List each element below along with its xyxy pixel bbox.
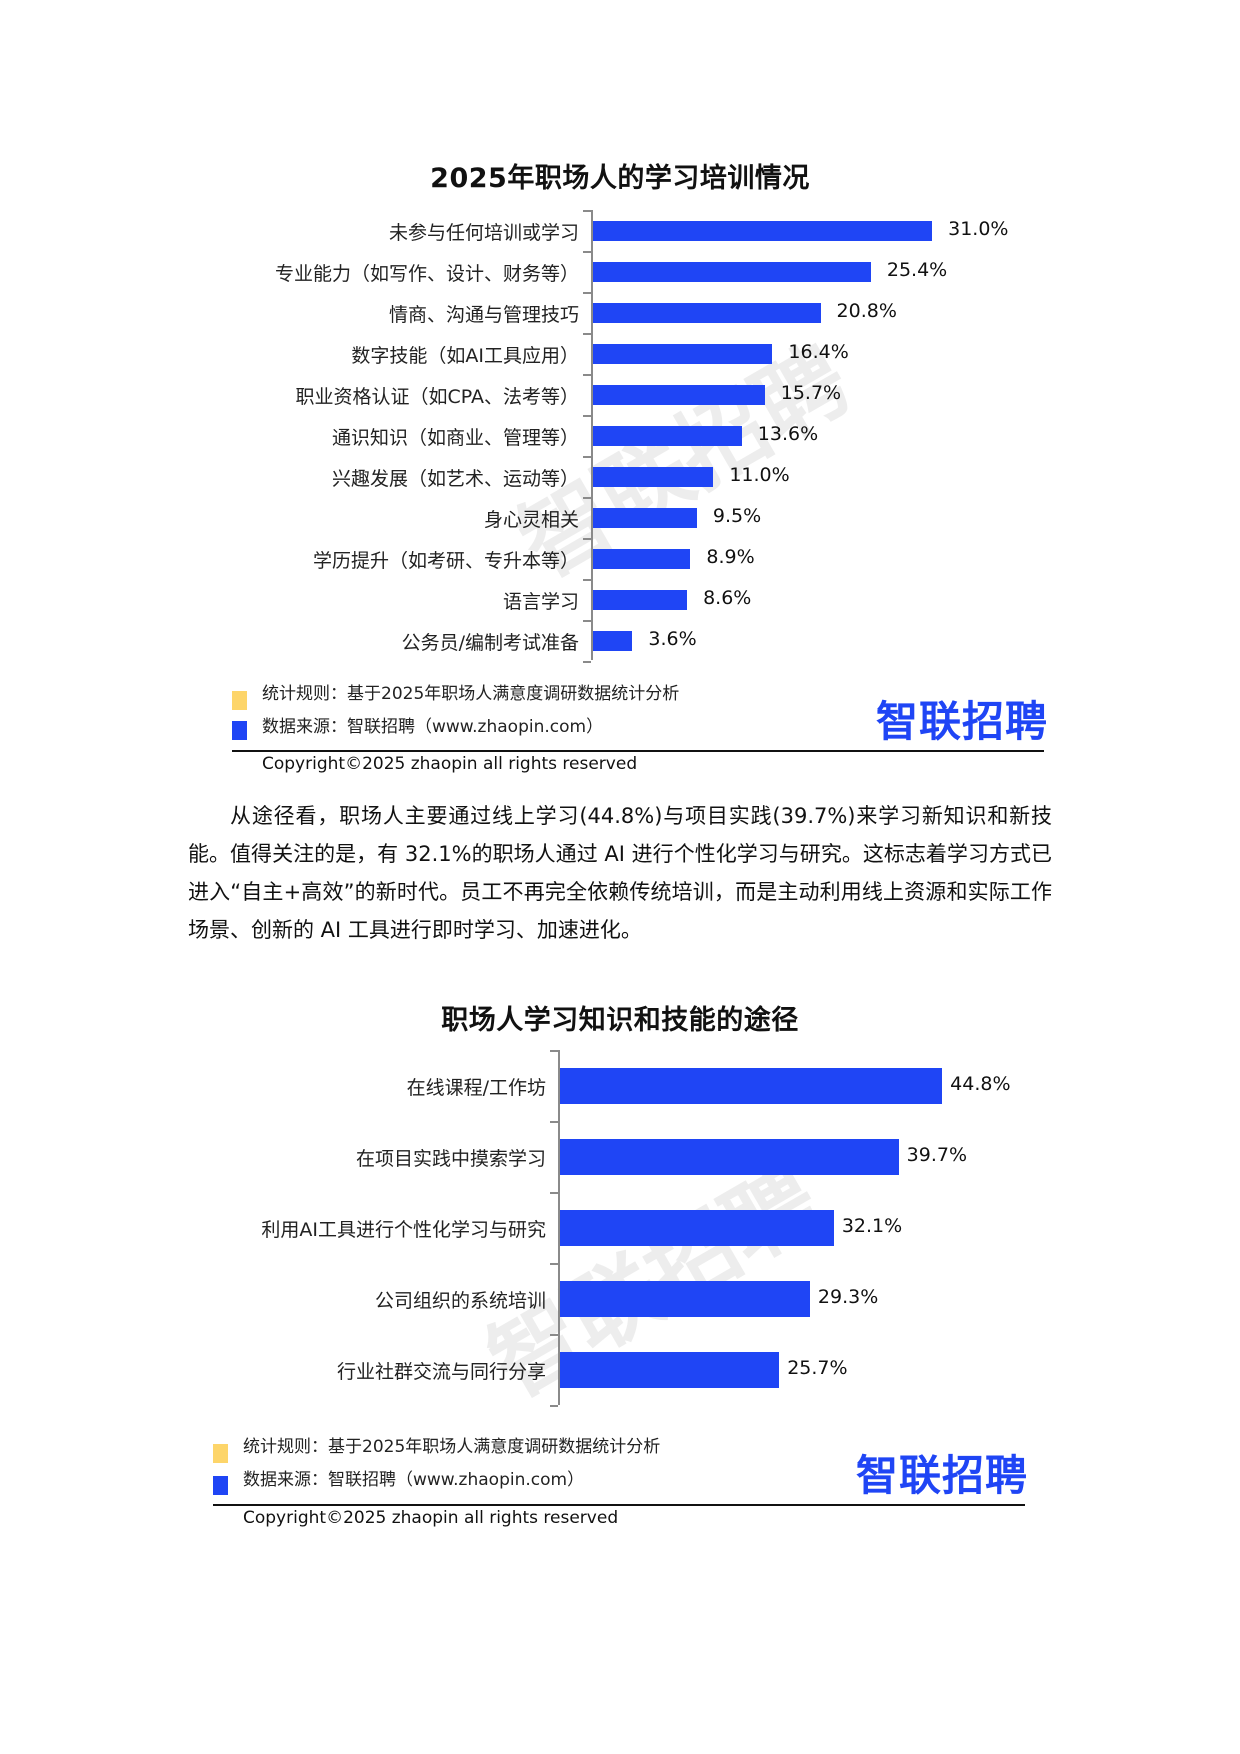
value-label: 44.8% xyxy=(950,1072,1011,1095)
axis-tick xyxy=(550,1405,558,1407)
category-label: 兴趣发展（如艺术、运动等） xyxy=(331,467,579,490)
value-label: 20.8% xyxy=(836,299,897,322)
axis-tick xyxy=(583,415,591,417)
data-source-text: 数据来源：智联招聘（www.zhaopin.com） xyxy=(262,717,604,737)
axis-tick xyxy=(583,333,591,335)
value-label: 29.3% xyxy=(817,1285,879,1308)
value-label: 16.4% xyxy=(788,340,849,363)
paragraph-text: 从途径看，职场人主要通过线上学习(44.8%)与项目实践(39.7%)来学习新知… xyxy=(188,804,1052,942)
chart-title: 2025年职场人的学习培训情况 xyxy=(430,163,810,194)
bar xyxy=(560,1209,834,1246)
legend-swatch-source xyxy=(213,1476,228,1495)
axis-tick xyxy=(583,210,591,212)
axis-tick xyxy=(583,292,591,294)
category-label: 在线课程/工作坊 xyxy=(406,1076,546,1099)
value-label: 25.4% xyxy=(886,258,948,281)
y-axis xyxy=(558,1050,560,1405)
category-label: 公务员/编制考试准备 xyxy=(401,631,579,654)
category-label: 在项目实践中摸索学习 xyxy=(355,1147,546,1170)
value-label: 15.7% xyxy=(780,381,842,404)
data-source-text: 数据来源：智联招聘（www.zhaopin.com） xyxy=(243,1470,585,1490)
value-label: 11.0% xyxy=(729,463,790,486)
bar xyxy=(593,589,688,610)
category-label: 行业社群交流与同行分享 xyxy=(336,1360,546,1383)
bar xyxy=(593,466,714,487)
value-label: 8.9% xyxy=(706,545,755,568)
bar xyxy=(593,425,742,446)
zhaopin-logo: 智联招聘 xyxy=(856,1451,1029,1500)
bar xyxy=(560,1067,943,1104)
bar xyxy=(560,1280,810,1317)
category-label: 专业能力（如写作、设计、财务等） xyxy=(274,262,579,285)
bar xyxy=(593,507,697,528)
axis-tick xyxy=(550,1050,558,1052)
stat-rule-text: 统计规则：基于2025年职场人满意度调研数据统计分析 xyxy=(243,1437,661,1457)
axis-tick xyxy=(583,579,591,581)
value-label: 32.1% xyxy=(841,1214,903,1237)
divider xyxy=(213,1504,1025,1506)
value-label: 39.7% xyxy=(906,1143,967,1166)
axis-tick xyxy=(583,456,591,458)
bar xyxy=(560,1138,899,1175)
bar xyxy=(593,220,933,241)
bar xyxy=(593,384,765,405)
bar xyxy=(593,343,773,364)
value-label: 31.0% xyxy=(948,217,1009,240)
category-label: 身心灵相关 xyxy=(483,508,579,531)
value-label: 25.7% xyxy=(787,1356,848,1379)
legend-swatch-rule xyxy=(213,1444,228,1463)
bar xyxy=(593,261,871,282)
value-label: 8.6% xyxy=(703,586,752,609)
axis-tick xyxy=(583,661,591,663)
copyright: Copyright©2025 zhaopin all rights reserv… xyxy=(262,754,638,774)
value-label: 13.6% xyxy=(757,422,819,445)
chart-title: 职场人学习知识和技能的途径 xyxy=(441,1005,799,1036)
axis-tick xyxy=(550,1192,558,1194)
divider xyxy=(232,750,1044,752)
category-label: 情商、沟通与管理技巧 xyxy=(388,303,579,326)
axis-tick xyxy=(583,538,591,540)
value-label: 3.6% xyxy=(648,627,697,650)
category-label: 语言学习 xyxy=(502,590,579,613)
category-label: 公司组织的系统培训 xyxy=(374,1289,546,1312)
category-label: 数字技能（如AI工具应用） xyxy=(351,344,579,367)
legend-swatch-source xyxy=(232,721,247,740)
bar xyxy=(593,302,821,323)
axis-tick xyxy=(583,374,591,376)
axis-tick xyxy=(550,1263,558,1265)
category-label: 学历提升（如考研、专升本等） xyxy=(312,549,579,572)
legend-swatch-rule xyxy=(232,691,247,710)
bar xyxy=(560,1351,780,1388)
axis-tick xyxy=(550,1121,558,1123)
category-label: 职业资格认证（如CPA、法考等） xyxy=(295,385,579,408)
bar xyxy=(593,548,691,569)
category-label: 通识知识（如商业、管理等） xyxy=(331,426,579,449)
axis-tick xyxy=(550,1334,558,1336)
copyright: Copyright©2025 zhaopin all rights reserv… xyxy=(243,1508,619,1528)
bar xyxy=(593,630,633,651)
stat-rule-text: 统计规则：基于2025年职场人满意度调研数据统计分析 xyxy=(262,684,680,704)
category-label: 利用AI工具进行个性化学习与研究 xyxy=(261,1218,546,1241)
axis-tick xyxy=(583,497,591,499)
axis-tick xyxy=(583,251,591,253)
zhaopin-logo: 智联招聘 xyxy=(876,697,1049,746)
value-label: 9.5% xyxy=(712,504,762,527)
axis-tick xyxy=(583,620,591,622)
category-label: 未参与任何培训或学习 xyxy=(388,221,579,244)
body-paragraph: 从途径看，职场人主要通过线上学习(44.8%)与项目实践(39.7%)来学习新知… xyxy=(188,797,1052,949)
y-axis xyxy=(591,210,593,660)
